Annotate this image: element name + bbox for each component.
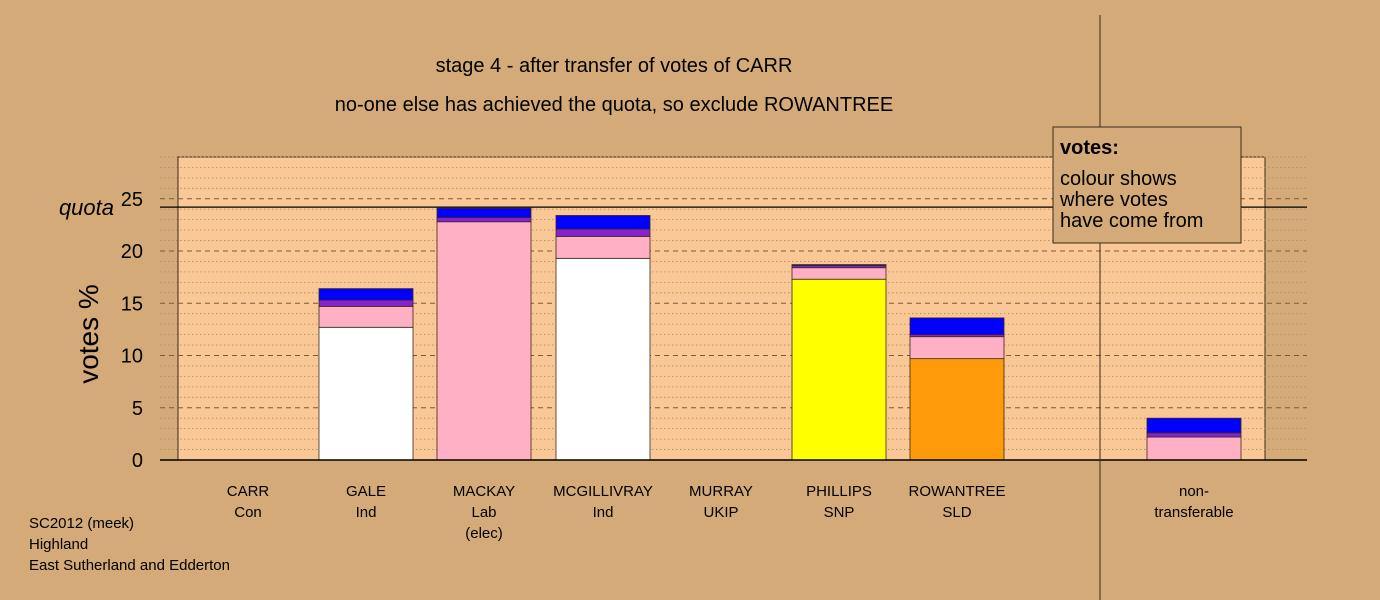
bar-segment: [909, 358, 1005, 461]
y-tick-label: 20: [121, 241, 143, 263]
bar-segment: [791, 267, 887, 280]
category-label: (elec): [465, 525, 503, 542]
bar-segment: [555, 257, 651, 461]
y-tick-label: 5: [132, 398, 143, 420]
legend-title: votes:: [1060, 137, 1119, 159]
category-label: MACKAY: [453, 483, 515, 500]
category-label: SNP: [824, 504, 855, 521]
category-label: Lab: [471, 504, 496, 521]
y-tick-label: 25: [121, 189, 143, 211]
y-tick-label: 10: [121, 346, 143, 368]
y-tick-label: 0: [132, 450, 143, 472]
bar-segment: [909, 317, 1005, 336]
category-label: MCGILLIVRAY: [553, 483, 653, 500]
category-label: MURRAY: [689, 483, 753, 500]
bar-segment: [555, 215, 651, 230]
bar-segment: [1146, 432, 1242, 438]
quota-label: quota: [59, 195, 114, 220]
bar-segment: [436, 221, 532, 461]
bar-segment: [318, 326, 414, 461]
legend-line: have come from: [1060, 210, 1203, 232]
bar-segment: [1146, 436, 1242, 461]
category-label: PHILLIPS: [806, 483, 872, 500]
legend-box: [1052, 126, 1242, 244]
category-label: CARR: [227, 483, 270, 500]
category-label: Ind: [593, 504, 614, 521]
category-label: Ind: [356, 504, 377, 521]
grid: [160, 156, 1307, 450]
bar-segment: [436, 217, 532, 223]
category-label: UKIP: [703, 504, 738, 521]
bar-segment: [436, 207, 532, 218]
bar-segment: [555, 228, 651, 237]
bar-segment: [318, 299, 414, 307]
legend: votes: colour shows where votes have com…: [1052, 126, 1242, 244]
chart-subtitle: no-one else has achieved the quota, so e…: [335, 94, 893, 116]
footer-line: SC2012 (meek): [29, 515, 134, 532]
chart-title: stage 4 - after transfer of votes of CAR…: [436, 55, 793, 77]
category-label: Con: [234, 504, 262, 521]
category-label: transferable: [1154, 504, 1233, 521]
category-labels: CARR Con GALE Ind MACKAY Lab (elec) MCGILLIVRAY…: [227, 483, 1234, 542]
bar-segment: [791, 278, 887, 461]
bar-segment: [555, 235, 651, 259]
legend-line: colour shows: [1060, 168, 1177, 190]
bar-segment: [1146, 417, 1242, 434]
legend-line: where votes: [1059, 189, 1168, 211]
category-label: non-: [1179, 483, 1209, 500]
bar-segment: [318, 288, 414, 301]
bar-segment: [318, 305, 414, 328]
category-label: SLD: [942, 504, 971, 521]
category-label: GALE: [346, 483, 386, 500]
footer-line: Highland: [29, 536, 88, 553]
bar-segment: [791, 264, 887, 267]
y-tick-label: 15: [121, 293, 143, 315]
bars: [318, 207, 1242, 461]
y-axis-label: votes %: [73, 284, 104, 384]
bar-segment: [909, 336, 1005, 360]
y-ticks: 0 5 10 15 20 25: [121, 189, 143, 472]
footer-line: East Sutherland and Edderton: [29, 557, 230, 574]
footer: SC2012 (meek) Highland East Sutherland a…: [29, 515, 230, 574]
category-label: ROWANTREE: [909, 483, 1006, 500]
